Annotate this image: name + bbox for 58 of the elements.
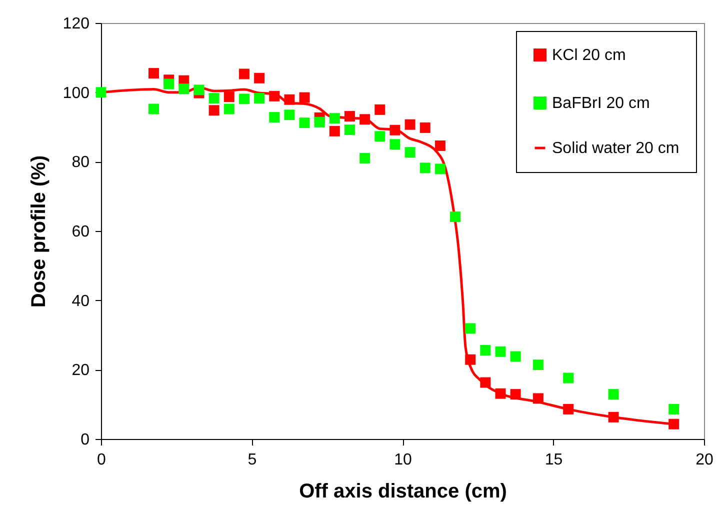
y-axis-title: Dose profile (%) bbox=[28, 155, 50, 308]
legend-label: KCl 20 cm bbox=[552, 47, 626, 64]
y-tick-label: 40 bbox=[72, 292, 90, 310]
point bbox=[390, 139, 400, 150]
point bbox=[178, 84, 190, 94]
point bbox=[450, 212, 461, 222]
y-tick-label: 60 bbox=[72, 224, 90, 240]
point bbox=[269, 112, 280, 123]
point bbox=[420, 122, 430, 133]
point bbox=[563, 372, 574, 384]
point bbox=[208, 92, 220, 104]
point bbox=[194, 84, 204, 96]
point bbox=[532, 360, 544, 370]
point bbox=[465, 323, 476, 334]
point bbox=[224, 104, 234, 114]
point bbox=[254, 92, 265, 104]
x-tick-label: 0 bbox=[97, 452, 106, 468]
point bbox=[360, 152, 370, 164]
point bbox=[374, 131, 386, 142]
point bbox=[238, 94, 250, 104]
y-tick-label: 20 bbox=[72, 362, 90, 380]
x-axis-title: Off axis distance (cm) bbox=[299, 480, 507, 502]
point bbox=[434, 164, 446, 174]
point bbox=[224, 92, 234, 102]
x-tick-label: 20 bbox=[696, 452, 714, 468]
point bbox=[404, 147, 416, 158]
y-tick-label: 120 bbox=[62, 16, 90, 32]
point bbox=[374, 104, 386, 115]
point bbox=[329, 113, 340, 124]
point bbox=[404, 119, 416, 130]
point bbox=[164, 78, 174, 90]
x-tick-label: 5 bbox=[248, 452, 257, 468]
point bbox=[238, 68, 250, 80]
point bbox=[434, 140, 446, 151]
point bbox=[608, 389, 619, 400]
point bbox=[299, 92, 310, 103]
point bbox=[495, 346, 506, 357]
y-tick-label: 80 bbox=[72, 154, 90, 172]
point bbox=[148, 68, 160, 79]
point bbox=[284, 110, 295, 120]
x-tick-label: 10 bbox=[394, 452, 412, 468]
point bbox=[208, 105, 220, 116]
point bbox=[668, 404, 680, 414]
legend-label: Solid water 20 cm bbox=[552, 140, 680, 157]
point bbox=[329, 126, 340, 136]
point bbox=[480, 345, 491, 356]
legend-label: BaFBrI 20 cm bbox=[552, 95, 650, 112]
point bbox=[314, 116, 325, 128]
point bbox=[299, 118, 310, 128]
point bbox=[254, 72, 265, 84]
point bbox=[344, 124, 355, 136]
point bbox=[420, 162, 430, 174]
y-tick-label: 0 bbox=[80, 432, 90, 448]
point bbox=[510, 351, 521, 362]
y-tick-label: 100 bbox=[62, 84, 90, 102]
point bbox=[96, 87, 106, 98]
x-tick-label: 15 bbox=[544, 452, 563, 468]
point bbox=[148, 104, 160, 114]
